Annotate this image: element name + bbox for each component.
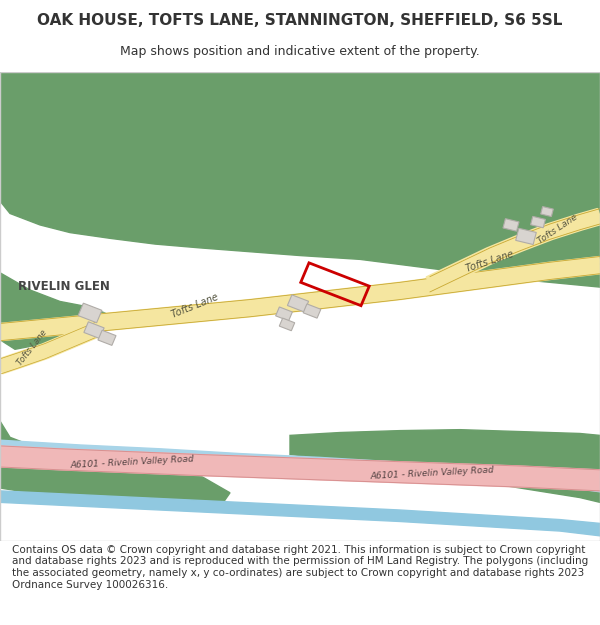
Polygon shape (0, 263, 115, 349)
Bar (84, 322, 104, 339)
Bar (541, 206, 553, 216)
Polygon shape (0, 323, 98, 374)
Bar (275, 307, 292, 321)
Bar (287, 295, 308, 312)
Polygon shape (290, 429, 600, 503)
Polygon shape (0, 72, 600, 287)
Text: A6101 - Rivelin Valley Road: A6101 - Rivelin Valley Road (70, 454, 194, 470)
Text: Map shows position and indicative extent of the property.: Map shows position and indicative extent… (120, 45, 480, 58)
Text: RIVELIN GLEN: RIVELIN GLEN (18, 279, 110, 292)
Polygon shape (0, 446, 600, 491)
Bar (530, 216, 545, 227)
Polygon shape (0, 440, 600, 492)
Bar (279, 318, 295, 331)
Text: Tofts Lane: Tofts Lane (170, 292, 220, 320)
Text: OAK HOUSE, TOFTS LANE, STANNINGTON, SHEFFIELD, S6 5SL: OAK HOUSE, TOFTS LANE, STANNINGTON, SHEF… (37, 12, 563, 28)
Polygon shape (0, 257, 600, 341)
Text: Tofts Lane: Tofts Lane (16, 328, 49, 367)
Polygon shape (0, 491, 600, 536)
Bar (301, 263, 369, 306)
Bar (78, 303, 102, 322)
Polygon shape (426, 209, 600, 291)
Bar (98, 330, 116, 346)
Text: A6101 - Rivelin Valley Road: A6101 - Rivelin Valley Road (370, 466, 494, 481)
Bar (515, 228, 536, 244)
Polygon shape (0, 416, 230, 507)
Text: Contains OS data © Crown copyright and database right 2021. This information is : Contains OS data © Crown copyright and d… (12, 545, 588, 589)
Text: Tofts Lane: Tofts Lane (536, 213, 580, 246)
Bar (503, 219, 519, 231)
Text: Tofts Lane: Tofts Lane (465, 249, 515, 274)
Bar (303, 304, 321, 318)
